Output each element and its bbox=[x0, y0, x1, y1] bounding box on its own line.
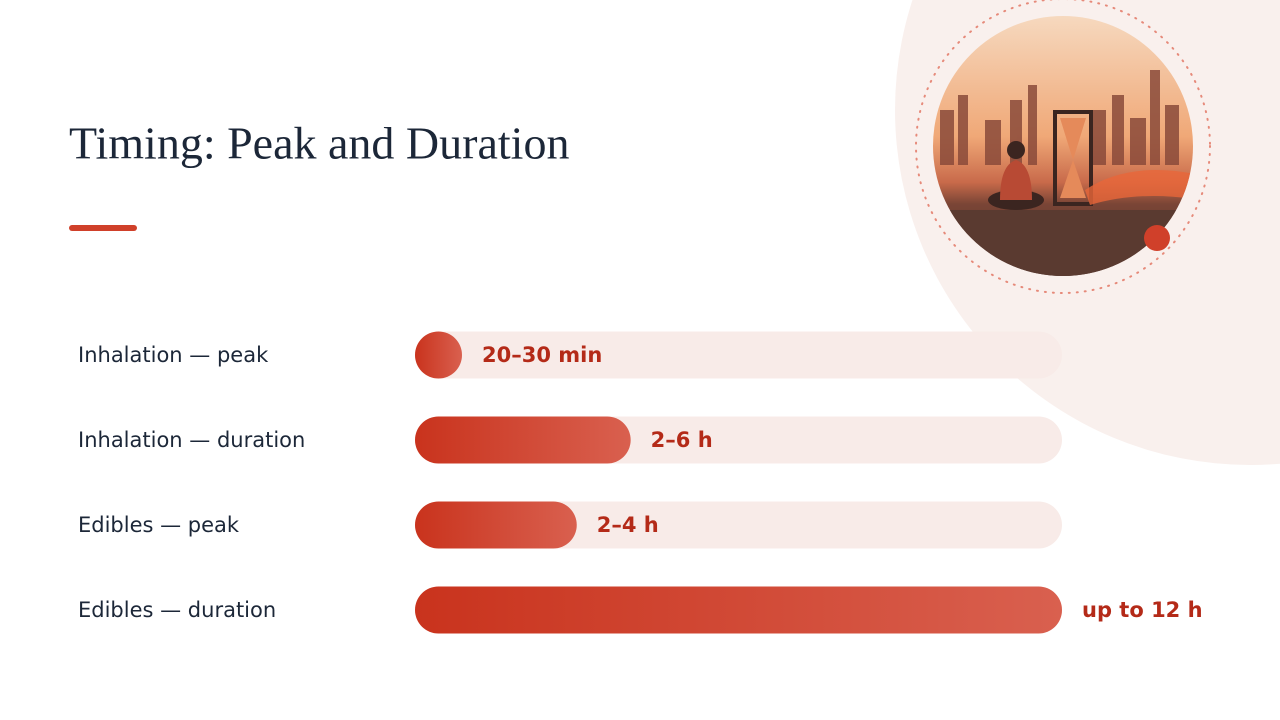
value-label: up to 12 h bbox=[1082, 598, 1203, 622]
illustration bbox=[933, 16, 1193, 276]
value-label: 20–30 min bbox=[482, 343, 602, 367]
dotted-ring bbox=[915, 0, 1211, 294]
category-label: Edibles — peak bbox=[78, 513, 240, 537]
bar-track bbox=[415, 331, 1062, 379]
bar-track bbox=[415, 501, 1062, 549]
bar bbox=[415, 331, 462, 379]
chart-title: Timing: Peak and Duration bbox=[69, 118, 569, 169]
bar bbox=[415, 501, 577, 549]
category-label: Edibles — duration bbox=[78, 598, 276, 622]
accent-dot bbox=[1144, 225, 1170, 251]
bar bbox=[415, 416, 631, 464]
value-label: 2–4 h bbox=[597, 513, 659, 537]
category-label: Inhalation — peak bbox=[78, 343, 269, 367]
category-label: Inhalation — duration bbox=[78, 428, 305, 452]
bar bbox=[415, 586, 1062, 634]
title-underline bbox=[69, 225, 137, 231]
value-label: 2–6 h bbox=[651, 428, 713, 452]
bar-chart: Inhalation — peak 20–30 min Inhalation — d… bbox=[78, 331, 1203, 634]
